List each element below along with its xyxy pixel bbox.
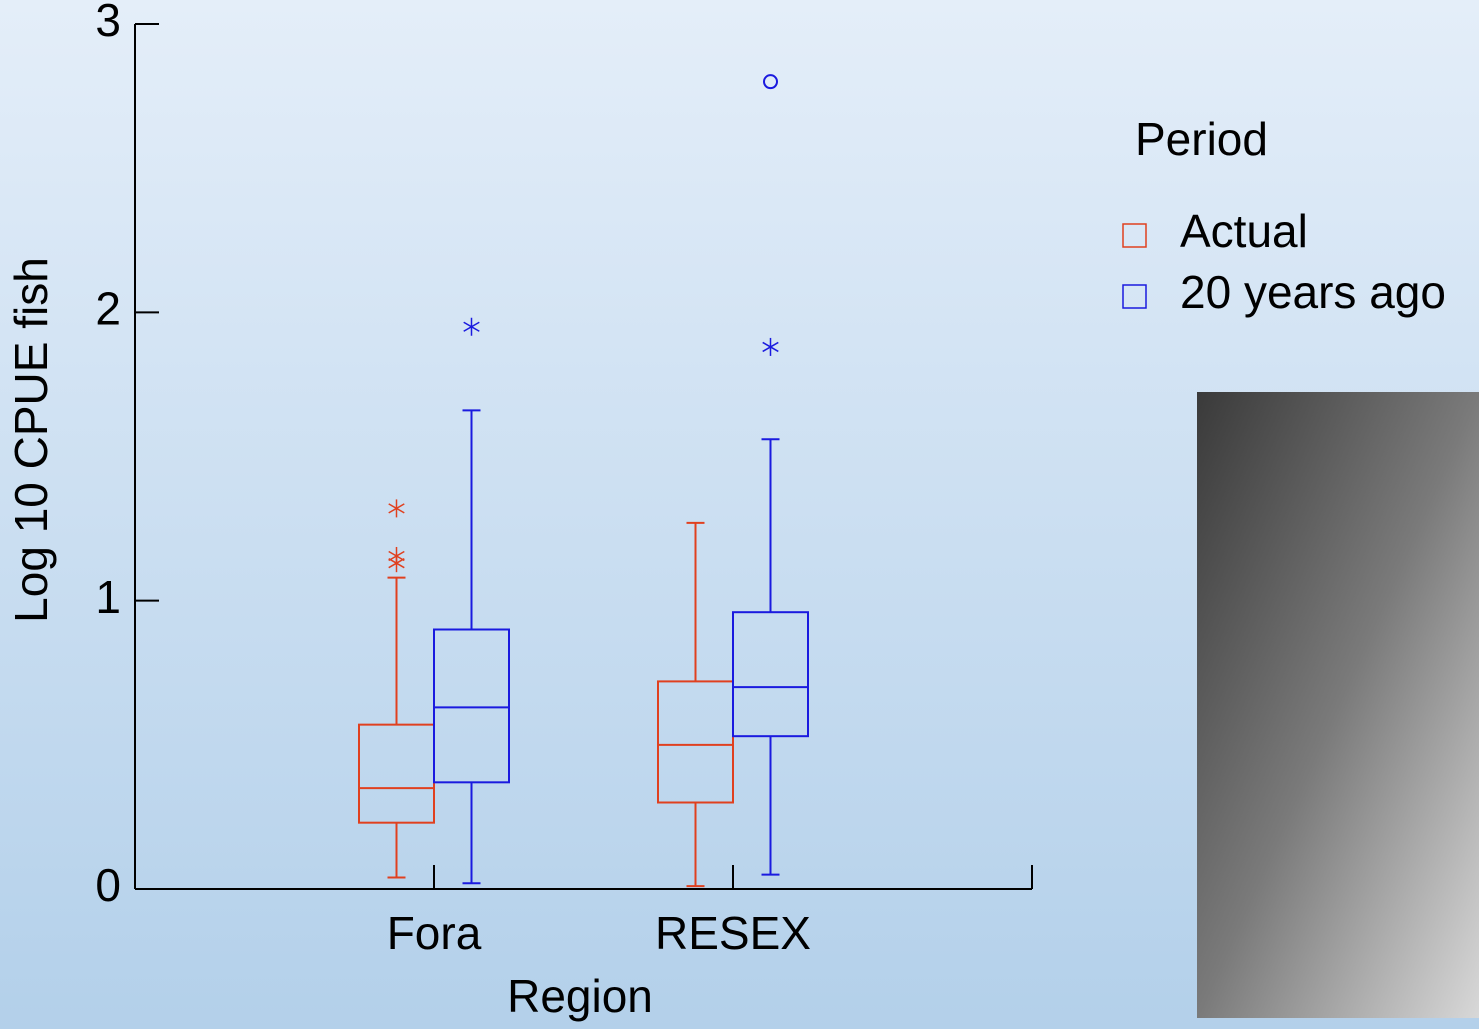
outlier-stroke bbox=[762, 341, 779, 353]
legend-label: 20 years ago bbox=[1180, 266, 1446, 318]
x-tick-label: Fora bbox=[387, 907, 482, 959]
outlier bbox=[762, 337, 779, 356]
x-axis-label: Region bbox=[507, 970, 653, 1022]
legend-title: Period bbox=[1135, 113, 1268, 165]
y-axis-label: Log 10 CPUE fish bbox=[5, 257, 57, 623]
y-tick-label: 2 bbox=[95, 282, 121, 334]
y-tick-label: 3 bbox=[95, 0, 121, 46]
outlier bbox=[763, 74, 778, 90]
box bbox=[433, 628, 510, 784]
box bbox=[732, 611, 809, 738]
box bbox=[657, 680, 734, 804]
y-tick-label: 0 bbox=[95, 859, 121, 911]
y-tick-label: 1 bbox=[95, 571, 121, 623]
photo bbox=[1197, 392, 1479, 1018]
x-tick-label: RESEX bbox=[655, 907, 811, 959]
outlier-stroke bbox=[388, 503, 405, 514]
legend-swatch bbox=[1122, 223, 1147, 248]
legend-swatch bbox=[1122, 284, 1147, 309]
outlier bbox=[463, 317, 480, 336]
outlier-stroke bbox=[388, 558, 405, 569]
outlier bbox=[388, 554, 405, 573]
outlier bbox=[388, 499, 405, 518]
legend-label: Actual bbox=[1180, 205, 1308, 257]
outlier-stroke bbox=[463, 321, 480, 332]
